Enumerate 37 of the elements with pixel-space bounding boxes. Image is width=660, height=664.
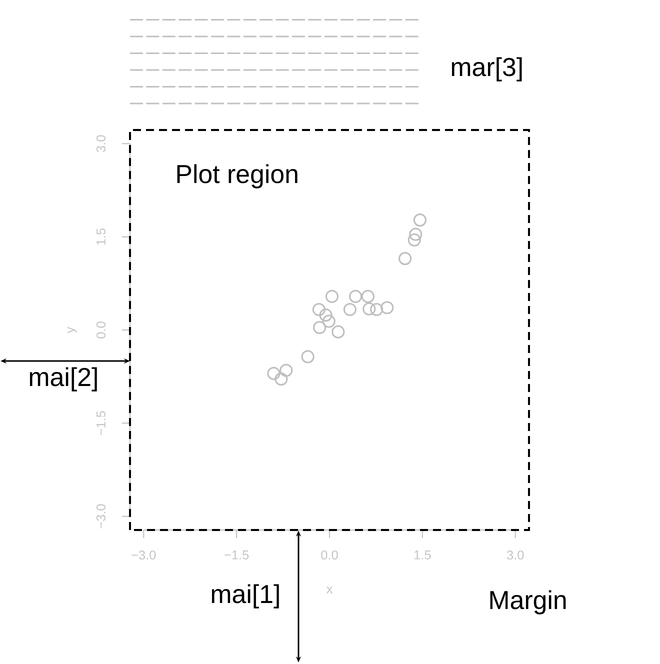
- y-tick-label: 0.0: [96, 322, 106, 338]
- point: [319, 308, 332, 322]
- y-tick-label: −1.5: [96, 411, 106, 436]
- point: [413, 214, 427, 227]
- annotation: Plot region: [177, 164, 298, 188]
- point: [409, 228, 422, 241]
- point: [370, 302, 384, 316]
- text: mai[1]: [212, 584, 279, 608]
- x-tick-label: −1.5: [224, 550, 249, 560]
- point: [398, 252, 412, 266]
- point: [343, 302, 356, 316]
- point: [267, 366, 280, 380]
- point: [362, 302, 376, 316]
- text: mar[3]: [452, 57, 522, 82]
- point: [301, 350, 314, 364]
- point: [361, 290, 374, 303]
- x-axis-title: x: [326, 586, 333, 594]
- point: [312, 302, 326, 316]
- point: [322, 314, 336, 328]
- point: [408, 233, 421, 246]
- y-tick-label: −3.0: [96, 504, 106, 528]
- x-tick-label: −3.0: [132, 550, 156, 560]
- point: [348, 290, 362, 303]
- y-tick-label: 1.5: [96, 228, 106, 245]
- x-tick-label: 3.0: [506, 550, 524, 560]
- point: [380, 301, 394, 314]
- y-tick-label: 3.0: [96, 135, 106, 152]
- x-tick-label: 0.0: [321, 550, 338, 560]
- text: mai[2]: [30, 367, 97, 392]
- text: Margin: [490, 590, 566, 614]
- point: [332, 325, 345, 338]
- y-axis-title: y: [67, 326, 77, 334]
- point: [313, 320, 326, 334]
- point: [325, 290, 339, 303]
- point: [274, 372, 288, 386]
- x-tick-label: 1.5: [414, 550, 431, 560]
- point: [280, 364, 293, 377]
